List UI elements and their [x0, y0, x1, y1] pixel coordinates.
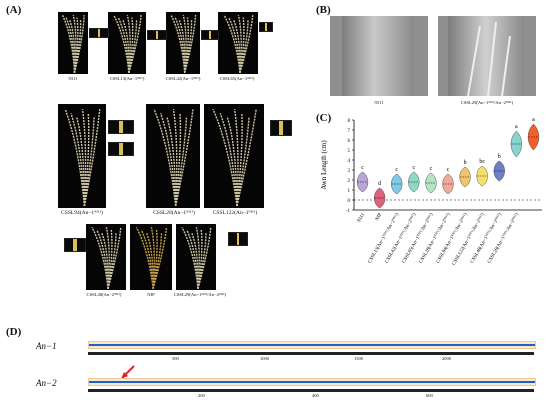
- caption-cssl48: CSSL48(An−2⁹³¹¹): [86, 292, 122, 297]
- sem-image: [438, 16, 536, 96]
- rice-panicle-photo: [58, 104, 106, 208]
- gene-label-an1: An−1: [36, 341, 57, 351]
- x-tick-label: 9311: [357, 212, 366, 223]
- tick-label: 2000: [442, 356, 451, 361]
- rice-panicle-photo: [204, 104, 264, 208]
- gene-track-an2: [88, 378, 536, 386]
- panel-label-a: (A): [6, 4, 22, 16]
- axis-line-an1: [88, 352, 534, 355]
- tick-label: 600: [426, 393, 433, 398]
- caption-cssl42: CSSL42(An−1⁹³¹¹): [165, 76, 201, 81]
- caption-cssl28: CSSL28(An−1⁹³¹¹): [153, 210, 195, 216]
- significance-letter: c: [412, 165, 415, 171]
- y-tick-label: -1: [346, 209, 351, 214]
- y-tick-label: 5: [348, 149, 351, 154]
- x-tick-label: CSSL28(An−1⁹³¹¹/An−2⁹³¹¹): [418, 212, 452, 265]
- tick-label: 1000: [260, 356, 269, 361]
- awn-zoom-inset: [259, 22, 273, 32]
- awn-zoom-inset: [108, 120, 134, 134]
- axis-line-an2: [88, 389, 534, 392]
- gene-label-an2: An−2: [36, 378, 57, 388]
- caption-9311-a: 9311: [68, 76, 78, 81]
- y-tick-label: 6: [348, 139, 351, 144]
- tick-label: 400: [312, 393, 319, 398]
- tick-label: 200: [198, 393, 205, 398]
- y-axis-label: Awn Length (cm): [320, 140, 328, 190]
- x-tick-label: NIP: [375, 212, 383, 222]
- rice-panicle-photo: [86, 224, 126, 290]
- caption-9311-b: 9311: [374, 100, 384, 105]
- x-tick-label: CSSL13(An−1⁹³¹¹/An−2⁹³¹¹): [367, 212, 401, 265]
- x-tick-label: CSSL94(An−1⁹³¹¹/An−2⁹³¹¹): [435, 212, 469, 265]
- significance-letter: c: [395, 167, 398, 173]
- y-tick-label: 7: [348, 129, 351, 134]
- rice-panicle-photo: [176, 224, 216, 290]
- y-tick-label: 2: [348, 179, 351, 184]
- awn-zoom-inset: [89, 28, 109, 38]
- caption-cssl122: CSSL122(An−1⁹³¹¹): [212, 210, 258, 216]
- significance-letter: d: [378, 181, 381, 187]
- x-tick-label: CSSL29(An−1⁹³¹¹/An−2⁹³¹¹): [486, 212, 520, 265]
- rice-panicle-photo: [130, 224, 172, 290]
- significance-letter: a: [532, 117, 535, 123]
- caption-cssl65: CSSL65(An−1⁹³¹¹): [219, 76, 255, 81]
- significance-letter: c: [447, 167, 450, 173]
- caption-cssl94: CSSL94(An−1⁹³¹¹): [61, 210, 103, 216]
- rice-panicle-photo: [146, 104, 200, 208]
- panel-label-b: (B): [316, 4, 331, 16]
- significance-letter: c: [361, 165, 364, 171]
- awn-zoom-inset: [201, 30, 219, 40]
- significance-letter: c: [430, 166, 433, 172]
- x-tick-label: CSSL122(An−1⁹³¹¹/An−2⁹³¹¹): [451, 212, 486, 267]
- awn-zoom-inset: [108, 142, 134, 156]
- caption-cssl29-a: CSSL29(An−1⁹³¹¹/An−2⁹³¹¹): [173, 292, 227, 297]
- caption-cssl13: CSSL13(An−1⁹³¹¹): [109, 76, 145, 81]
- rice-panicle-photo: [166, 12, 200, 74]
- awn-zoom-inset: [147, 30, 167, 40]
- panel-label-c: (C): [316, 112, 332, 124]
- awn-zoom-inset: [64, 238, 86, 252]
- sem-image: [330, 16, 428, 96]
- rice-panicle-photo: [58, 12, 88, 74]
- caption-nip: NIP: [147, 292, 155, 297]
- panel-label-d: (D): [6, 326, 22, 338]
- tick-label: 500: [172, 356, 179, 361]
- arrow-icon: [121, 365, 135, 379]
- significance-letter: a: [515, 124, 518, 130]
- significance-letter: b: [464, 160, 467, 166]
- awn-zoom-inset: [228, 232, 248, 246]
- awn-zoom-inset: [270, 120, 292, 136]
- y-tick-label: 3: [348, 169, 351, 174]
- y-tick-label: 8: [348, 119, 351, 124]
- x-tick-label: CSSL65(An−1⁹³¹¹/An−2⁹³¹¹): [401, 212, 435, 265]
- tick-label: 1500: [354, 356, 363, 361]
- x-tick-label: CSSL48(An−1⁹³¹¹/An−2⁹³¹¹): [469, 212, 503, 265]
- y-tick-label: 4: [348, 159, 351, 164]
- significance-letter: b: [498, 154, 501, 160]
- x-tick-label: CSSL42(An−1⁹³¹¹/An−2⁹³¹¹): [384, 212, 418, 265]
- rice-panicle-photo: [108, 12, 146, 74]
- caption-cssl29-b: CSSL29(An−1⁹³¹¹/An−2⁹³¹¹): [460, 100, 514, 105]
- y-tick-label: 1: [348, 189, 351, 194]
- y-tick-label: 0: [348, 199, 351, 204]
- significance-letter: bc: [479, 159, 485, 165]
- rice-panicle-photo: [218, 12, 258, 74]
- gene-track-an1: [88, 341, 536, 349]
- awn-length-chart: -1 0 1 2 3 4 5 6 7 8 Awn Length (cm) c d c c c c b bc b a a 93…: [320, 117, 542, 267]
